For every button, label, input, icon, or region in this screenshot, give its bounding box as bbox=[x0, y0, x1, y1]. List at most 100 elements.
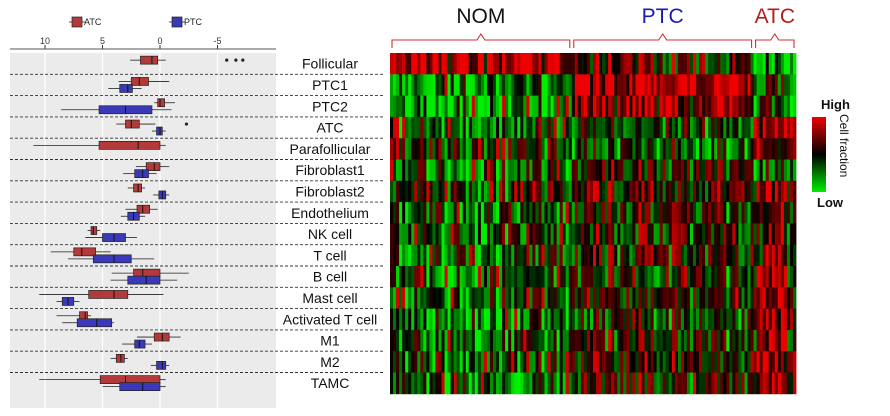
heatmap-cell bbox=[650, 159, 654, 182]
heatmap-cell bbox=[702, 266, 706, 288]
heatmap-cell bbox=[780, 351, 785, 373]
heatmap-cell bbox=[589, 202, 594, 224]
heatmap-cell bbox=[780, 202, 785, 224]
heatmap-cell bbox=[605, 329, 609, 352]
heatmap-cell bbox=[635, 223, 639, 246]
heatmap-cell bbox=[753, 372, 758, 395]
heatmap-cell bbox=[689, 159, 694, 182]
heatmap-cell bbox=[696, 138, 700, 160]
heatmap-cell bbox=[720, 287, 724, 309]
heatmap-cell bbox=[668, 287, 673, 309]
heatmap-cell bbox=[786, 53, 791, 75]
heatmap-cell bbox=[750, 202, 754, 224]
heatmap-cell bbox=[614, 244, 618, 267]
heatmap-cell bbox=[586, 287, 591, 309]
heatmap-cell bbox=[786, 244, 791, 267]
heatmap-cell bbox=[553, 329, 558, 352]
heatmap-cell bbox=[620, 116, 624, 139]
box-ptc bbox=[62, 318, 114, 328]
heatmap-cell bbox=[514, 223, 518, 246]
heatmap-cell bbox=[462, 287, 467, 309]
heatmap-cell bbox=[614, 74, 618, 96]
heatmap-cell bbox=[753, 95, 758, 118]
heatmap-cell bbox=[396, 53, 400, 75]
heatmap-cell bbox=[720, 180, 724, 203]
heatmap-cell bbox=[480, 351, 485, 373]
heatmap-cell bbox=[496, 202, 500, 224]
heatmap-cell bbox=[432, 223, 436, 246]
heatmap-cell bbox=[456, 287, 461, 309]
heatmap-cell bbox=[665, 138, 670, 160]
heatmap-cell bbox=[535, 244, 539, 267]
heatmap-cell bbox=[420, 74, 424, 96]
heatmap-cell bbox=[471, 244, 476, 267]
heatmap-cell bbox=[405, 116, 409, 139]
heatmap-cell bbox=[720, 329, 724, 352]
heatmap-cell bbox=[626, 95, 630, 118]
heatmap-cell bbox=[738, 266, 742, 288]
heatmap-cell bbox=[514, 180, 518, 203]
heatmap-cell bbox=[792, 116, 797, 139]
heatmap-cell bbox=[732, 351, 736, 373]
heatmap-cell bbox=[747, 180, 751, 203]
heatmap-cell bbox=[414, 372, 418, 395]
heatmap-cell bbox=[556, 95, 561, 118]
heatmap-cell bbox=[574, 159, 579, 182]
heatmap-cell bbox=[517, 53, 521, 75]
heatmap-cell bbox=[568, 266, 573, 288]
heatmap-cell bbox=[489, 116, 494, 139]
heatmap-cell bbox=[438, 308, 442, 331]
heatmap-cell bbox=[674, 202, 679, 224]
heatmap-cell bbox=[438, 138, 442, 160]
heatmap-cell bbox=[774, 116, 779, 139]
heatmap-cell bbox=[453, 159, 458, 182]
heatmap-cell bbox=[556, 74, 561, 96]
heatmap-cell bbox=[771, 53, 776, 75]
heatmap-cell bbox=[789, 351, 794, 373]
heatmap-cell bbox=[744, 308, 748, 331]
heatmap-cell bbox=[574, 95, 579, 118]
heatmap-cell bbox=[502, 308, 506, 331]
heatmap-cell bbox=[756, 202, 761, 224]
heatmap-cell bbox=[580, 287, 585, 309]
heatmap-cell bbox=[580, 116, 585, 139]
heatmap-cell bbox=[474, 159, 479, 182]
heatmap-cell bbox=[523, 372, 527, 395]
heatmap-cell bbox=[686, 223, 691, 246]
box-body bbox=[115, 354, 125, 363]
heatmap-cell bbox=[668, 308, 673, 331]
heatmap-cell bbox=[680, 138, 685, 160]
heatmap-cell bbox=[589, 138, 594, 160]
heatmap-cell bbox=[438, 266, 442, 288]
heatmap-cell bbox=[665, 266, 670, 288]
heatmap-cell bbox=[623, 308, 627, 331]
boxplot-legend: ATC PTC bbox=[69, 16, 203, 28]
heatmap-cell bbox=[708, 223, 712, 246]
heatmap-cell bbox=[732, 74, 736, 96]
group-bracket bbox=[755, 33, 795, 48]
heatmap-cell bbox=[735, 244, 739, 267]
heatmap-cell bbox=[789, 223, 794, 246]
heatmap-cell bbox=[502, 74, 506, 96]
heatmap-cell bbox=[523, 159, 527, 182]
heatmap-cell bbox=[505, 202, 509, 224]
heatmap-cell bbox=[586, 159, 591, 182]
heatmap-cell bbox=[680, 329, 685, 352]
heatmap-cell bbox=[792, 287, 797, 309]
heatmap-cell bbox=[614, 329, 618, 352]
heatmap-cell bbox=[602, 202, 606, 224]
heatmap-cell bbox=[674, 287, 679, 309]
heatmap-cell bbox=[550, 180, 555, 203]
heatmap-cell bbox=[753, 329, 758, 352]
heatmap-cell bbox=[447, 351, 451, 373]
heatmap-cell bbox=[589, 351, 594, 373]
heatmap-cell bbox=[786, 329, 791, 352]
heatmap-cell bbox=[511, 202, 515, 224]
heatmap-cell bbox=[456, 244, 461, 267]
heatmap-cell bbox=[393, 329, 397, 352]
heatmap-cell bbox=[553, 138, 558, 160]
heatmap-cell bbox=[568, 138, 573, 160]
heatmap-cell bbox=[586, 266, 591, 288]
heatmap-cell bbox=[653, 138, 658, 160]
heatmap-cell bbox=[762, 372, 767, 395]
